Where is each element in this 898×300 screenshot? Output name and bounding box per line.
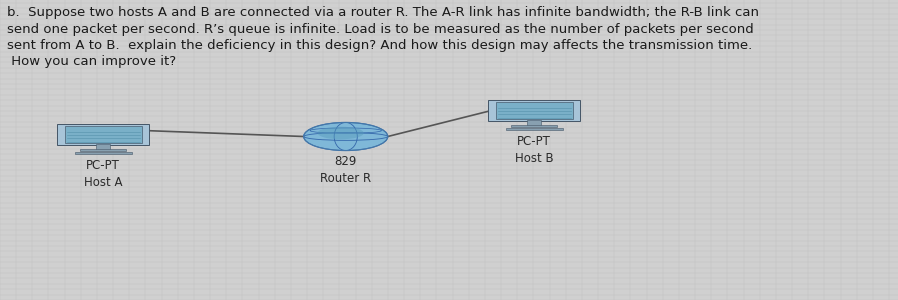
FancyBboxPatch shape xyxy=(489,100,580,121)
Text: Host A: Host A xyxy=(84,176,122,189)
Text: PC-PT: PC-PT xyxy=(86,159,120,172)
FancyBboxPatch shape xyxy=(527,120,541,125)
Ellipse shape xyxy=(318,127,364,139)
Circle shape xyxy=(304,122,388,151)
Text: b.  Suppose two hosts A and B are connected via a router R. The A-R link has inf: b. Suppose two hosts A and B are connect… xyxy=(7,6,759,68)
Text: 829: 829 xyxy=(335,155,357,168)
FancyBboxPatch shape xyxy=(80,149,127,152)
FancyBboxPatch shape xyxy=(496,102,573,119)
FancyBboxPatch shape xyxy=(57,124,149,145)
FancyBboxPatch shape xyxy=(75,152,132,154)
FancyBboxPatch shape xyxy=(96,144,110,149)
Text: Host B: Host B xyxy=(515,152,554,165)
FancyBboxPatch shape xyxy=(511,125,558,128)
FancyBboxPatch shape xyxy=(65,126,142,142)
Text: Router R: Router R xyxy=(321,172,371,185)
FancyBboxPatch shape xyxy=(506,128,563,130)
Text: PC-PT: PC-PT xyxy=(517,135,551,148)
